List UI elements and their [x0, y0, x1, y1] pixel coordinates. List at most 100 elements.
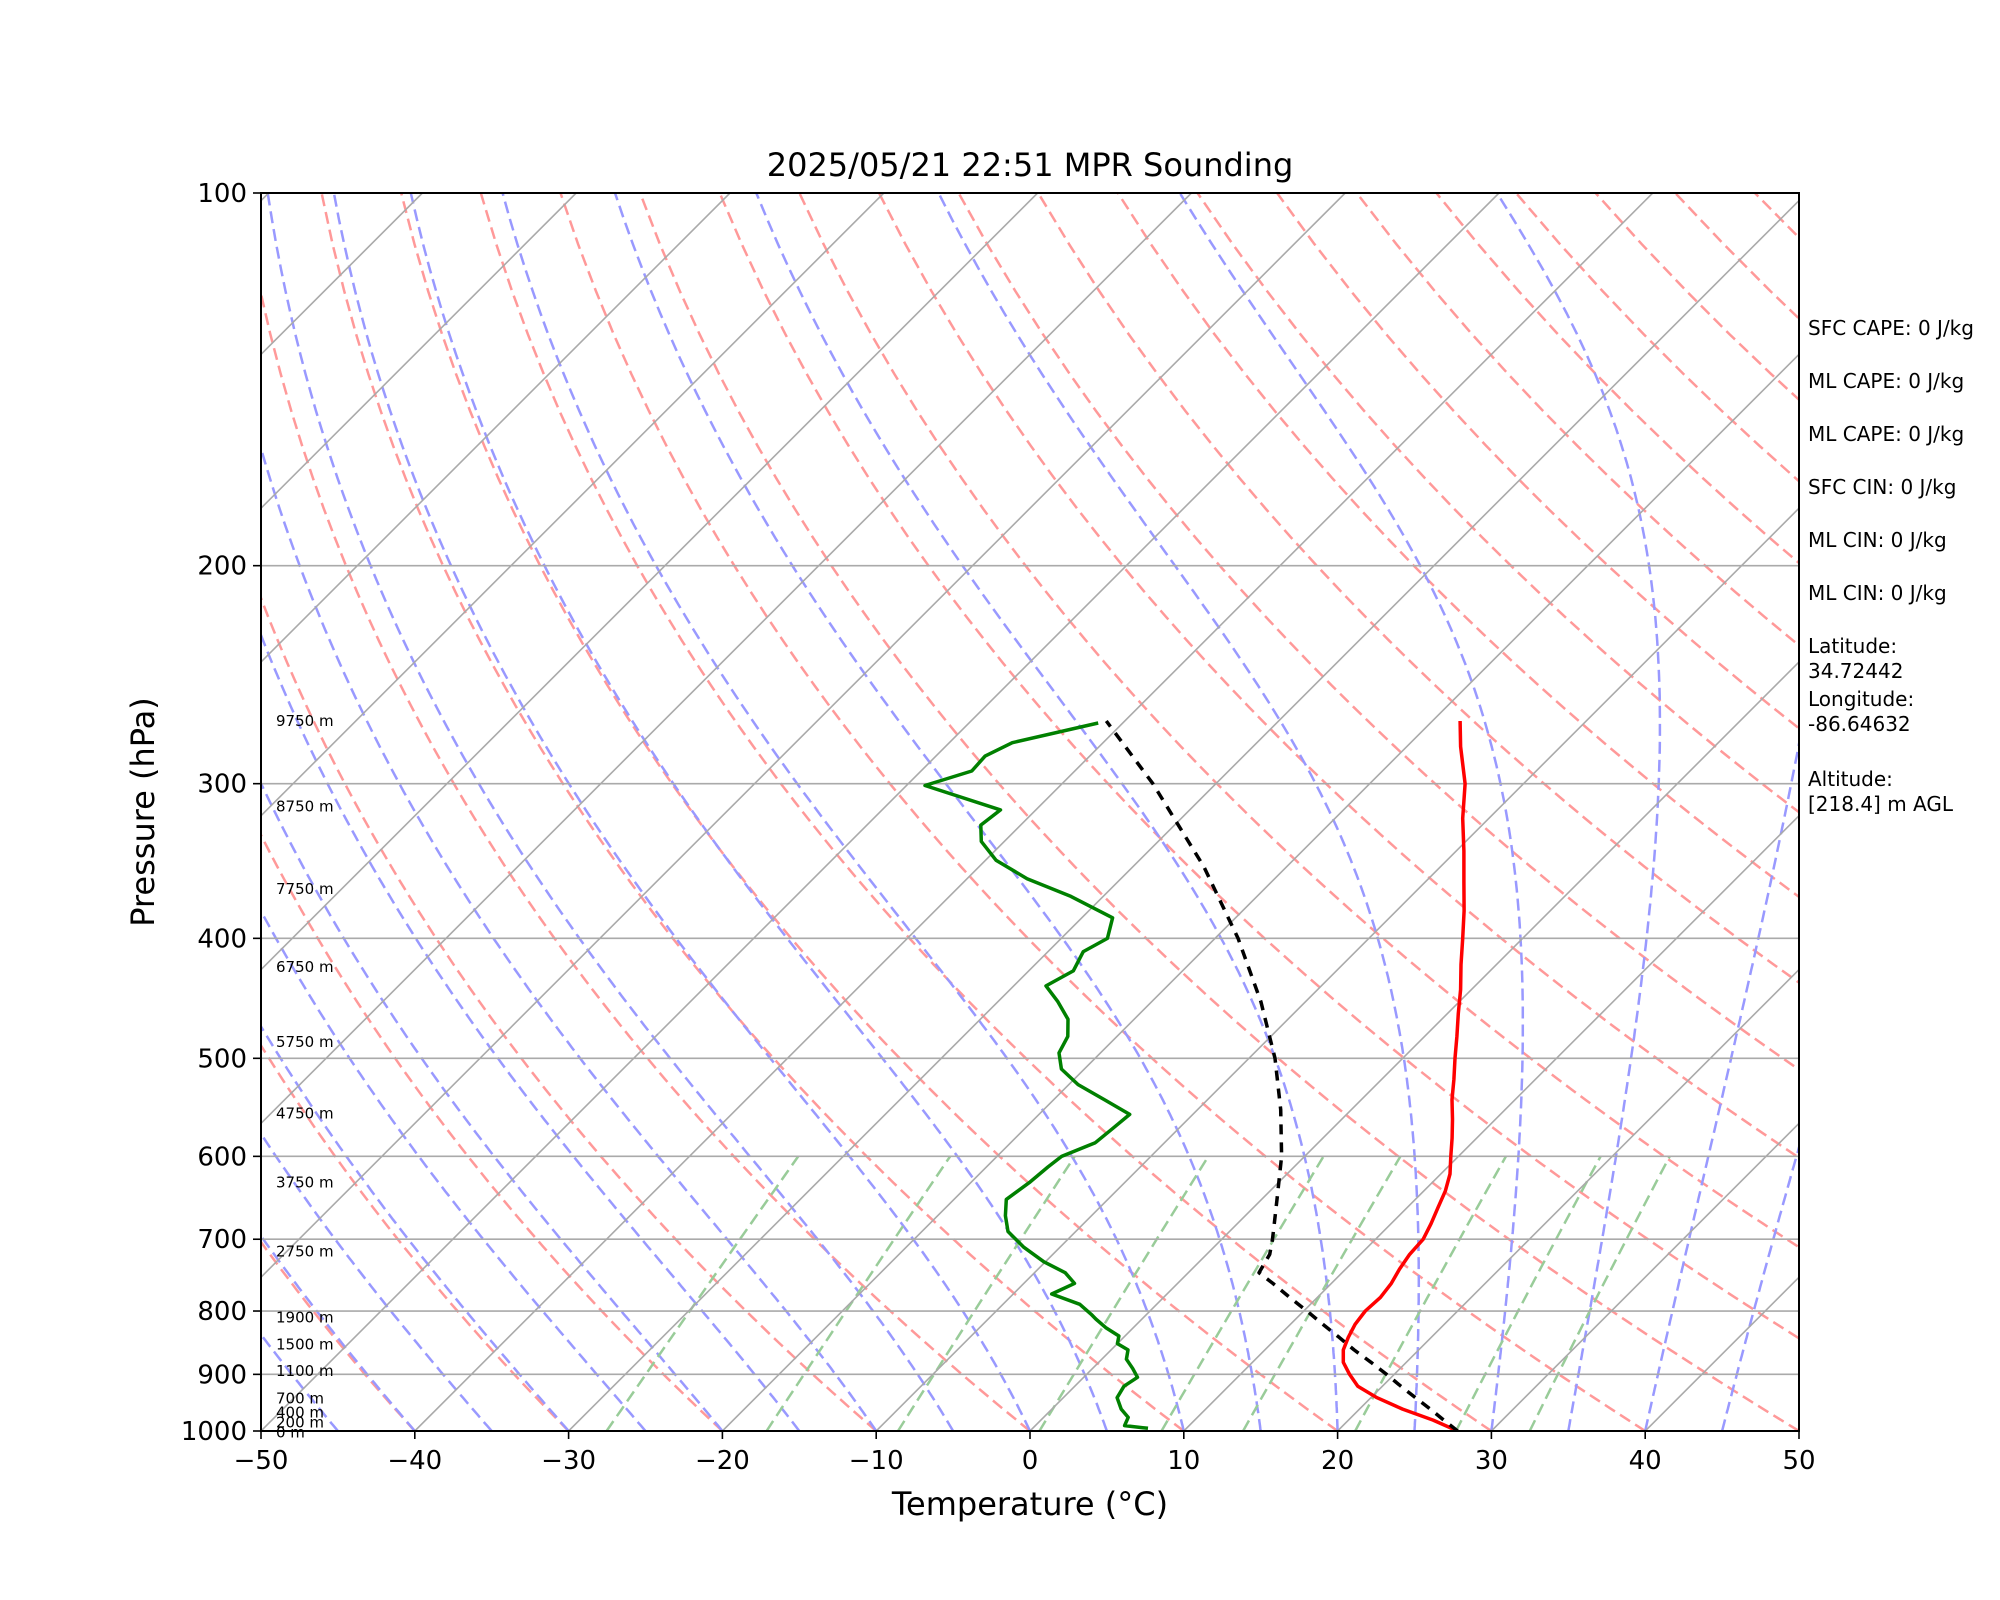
y-tick-label: 400: [197, 924, 247, 954]
x-tick-label: 50: [1782, 1446, 1815, 1476]
moist-adiabat: [501, 193, 1186, 1431]
dry-adiabat: [798, 193, 1799, 1249]
isotherm: [261, 193, 1346, 1279]
stat-ml-cape: ML CAPE: 0 J/kg: [1808, 369, 1965, 393]
height-label: 7750 m: [276, 880, 334, 898]
isotherm: [261, 193, 1039, 971]
x-tick-label: −40: [387, 1446, 442, 1476]
y-tick-label: 1000: [181, 1417, 247, 1447]
y-tick-label: 700: [197, 1225, 247, 1255]
height-label: 2750 m: [276, 1242, 334, 1260]
longitude-value: -86.64632: [1808, 712, 1911, 736]
moist-adiabat: [1643, 737, 1799, 1431]
dry-adiabat: [261, 288, 1031, 1431]
y-tick-label: 200: [197, 552, 247, 582]
y-tick-label: 900: [197, 1360, 247, 1390]
stat-sfc-cape: SFC CAPE: 0 J/kg: [1808, 316, 1974, 340]
dry-adiabat: [261, 1043, 570, 1431]
stat-sfc-cin: SFC CIN: 0 J/kg: [1808, 475, 1957, 499]
height-label: 400 m: [276, 1403, 324, 1421]
isotherm: [1029, 660, 1799, 1431]
y-tick-label: 100: [197, 179, 247, 209]
mixing-ratio-line: [1454, 1155, 1602, 1431]
isotherm: [261, 193, 1192, 1125]
isotherm: [261, 193, 1500, 1431]
moist-adiabat: [332, 193, 1032, 1431]
height-label: 1500 m: [276, 1335, 334, 1353]
height-label: 3750 m: [276, 1174, 334, 1192]
moist-adiabat: [261, 1233, 416, 1431]
latitude-block: Latitude: 34.72442: [1808, 634, 1998, 687]
isotherm: [261, 193, 577, 510]
mixing-ratio-line: [896, 1155, 1076, 1431]
isotherm: [414, 193, 1654, 1431]
dry-adiabat: [1196, 193, 1799, 814]
isotherm: [1183, 814, 1799, 1431]
height-label: 6750 m: [276, 958, 334, 976]
isotherm: [568, 199, 1799, 1431]
dry-adiabat: [399, 193, 1339, 1431]
x-tick-label: 40: [1629, 1446, 1662, 1476]
x-axis-label: Temperature (°C): [891, 1485, 1168, 1523]
x-tick-label: −50: [234, 1446, 289, 1476]
moist-adiabat: [261, 1332, 339, 1431]
x-tick-label: 0: [1022, 1446, 1039, 1476]
y-axis-label: Pressure (hPa): [124, 697, 162, 927]
dry-adiabat: [877, 193, 1799, 1160]
parcel-line: [1104, 719, 1459, 1431]
moist-adiabat: [1720, 1142, 1799, 1431]
isotherm: [875, 507, 1799, 1431]
moist-adiabat: [266, 193, 955, 1431]
height-label: 1100 m: [276, 1362, 334, 1380]
background-lines: [0, 193, 1799, 1431]
plot-frame: [260, 192, 1800, 1432]
stat-ml-cin-2: ML CIN: 0 J/kg: [1808, 581, 1947, 605]
height-label: 9750 m: [276, 712, 334, 730]
height-label: 0 m: [276, 1424, 305, 1442]
moist-adiabat: [1178, 193, 1525, 1431]
mixing-ratio-line: [1038, 1155, 1210, 1431]
x-tick-label: −10: [849, 1446, 904, 1476]
isotherm: [261, 193, 731, 664]
moist-adiabat: [261, 1131, 493, 1431]
isotherm: [0, 193, 115, 1431]
moist-adiabat: [261, 908, 647, 1431]
moist-adiabat: [261, 1024, 570, 1431]
y-tick-label: 600: [197, 1142, 247, 1172]
longitude-label: Longitude:: [1808, 687, 1915, 711]
temperature-line: [1341, 720, 1467, 1431]
mixing-ratio-line: [765, 1155, 952, 1431]
isotherm: [1490, 1122, 1799, 1431]
isotherm: [721, 353, 1799, 1431]
moist-adiabat: [409, 193, 1109, 1431]
moist-adiabat: [261, 631, 801, 1431]
sounding-stats-panel: SFC CAPE: 0 J/kg ML CAPE: 0 J/kg ML CAPE…: [1808, 316, 1998, 820]
stat-ml-cin: ML CIN: 0 J/kg: [1808, 528, 1947, 552]
altitude-block: Altitude: [218.4] m AGL: [1808, 767, 1998, 820]
chart-title: 2025/05/21 22:51 MPR Sounding: [767, 146, 1294, 184]
axes: −50 −40 −30 −20 −10 0 10 20 30 40 50 100 200 300 400 50…: [181, 179, 1816, 1476]
height-label: 4750 m: [276, 1104, 334, 1122]
height-label: 8750 m: [276, 797, 334, 815]
dry-adiabat: [261, 1239, 416, 1431]
latitude-value: 34.72442: [1808, 659, 1904, 683]
dry-adiabat: [479, 193, 1493, 1431]
moist-adiabat: [261, 780, 724, 1431]
dry-adiabat: [1037, 193, 1799, 985]
moist-adiabat: [937, 193, 1421, 1431]
dewpoint-line: [923, 721, 1149, 1431]
altitude-label: Altitude:: [1808, 767, 1893, 791]
dry-adiabat: [261, 594, 878, 1431]
x-tick-label: 10: [1167, 1446, 1200, 1476]
height-label: 1900 m: [276, 1309, 334, 1327]
mixing-ratio-line: [1160, 1155, 1325, 1431]
mixing-ratio-line: [605, 1155, 800, 1431]
dry-adiabat: [320, 193, 1185, 1431]
data-lines: [923, 719, 1467, 1431]
height-labels: 9750 m 8750 m 7750 m 6750 m 5750 m 4750 m 3750…: [276, 712, 334, 1442]
height-label: 700 m: [276, 1389, 324, 1407]
x-tick-label: 30: [1475, 1446, 1508, 1476]
dry-adiabat: [718, 193, 1799, 1340]
dry-adiabat: [957, 193, 1799, 1072]
